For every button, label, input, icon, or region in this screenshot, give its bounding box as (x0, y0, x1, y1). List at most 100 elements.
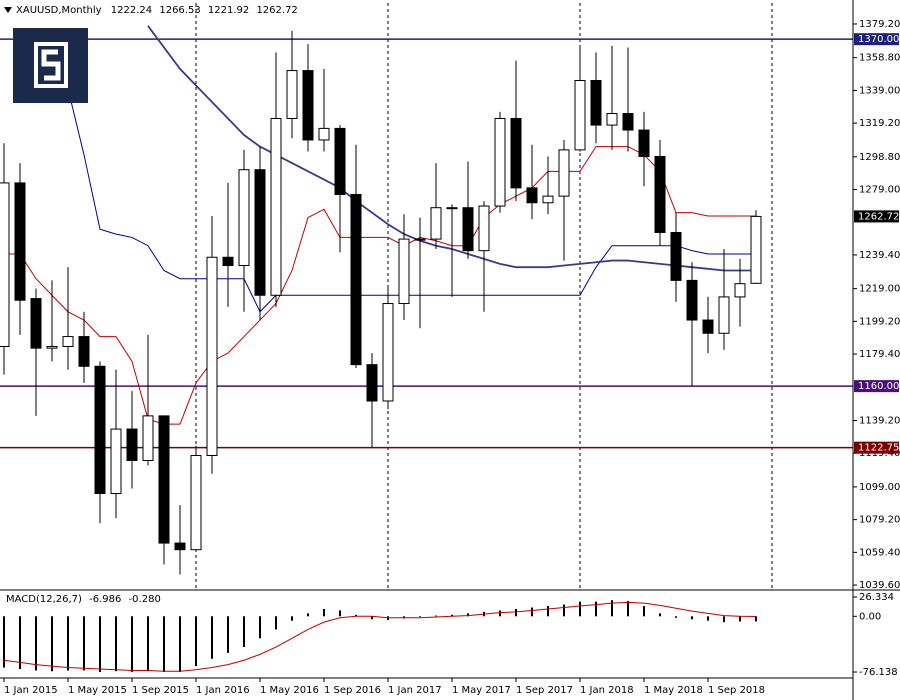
price-label: 1262.72 (858, 211, 899, 222)
macd-window (3, 600, 757, 672)
candle-body (462, 207, 474, 252)
x-tick-label: 1 Jan 2016 (196, 685, 250, 696)
y-tick-label: 26.334 (859, 592, 894, 603)
x-tick-label: 1 May 2017 (452, 685, 511, 696)
x-tick-label: 1 May 2015 (68, 685, 127, 696)
x-tick-label: 1 Sep 2017 (516, 685, 573, 696)
macd-title: MACD(12,26,7) (6, 594, 82, 605)
candle-body (670, 231, 682, 281)
y-tick-label: 1179.40 (859, 349, 900, 360)
candle-body (446, 207, 458, 210)
logo (13, 28, 88, 103)
candle-body (110, 428, 122, 495)
candle-body (542, 195, 554, 204)
candle-body (334, 127, 346, 195)
y-tick-label: 1079.20 (859, 515, 900, 526)
candle-body (174, 542, 186, 551)
x-tick-label: 1 Sep 2016 (324, 685, 381, 696)
candle-body (686, 279, 698, 321)
y-tick-label: 1298.80 (859, 152, 900, 163)
plot (0, 3, 853, 590)
price-box (854, 210, 899, 223)
x-tick-label: 1 Jan 2018 (580, 685, 634, 696)
candle-body (558, 149, 570, 197)
candle-body (590, 79, 602, 126)
indicator-line (4, 146, 756, 425)
candle-body (318, 127, 330, 141)
candle-body (382, 303, 394, 402)
candle-body (574, 79, 586, 151)
level-box (854, 380, 899, 393)
candle-body (350, 193, 362, 366)
macd-header: MACD(12,26,7) -6.986 -0.280 (6, 594, 161, 605)
candle-body (30, 298, 42, 349)
level-box (854, 33, 899, 46)
candle-body (622, 113, 634, 131)
candle-body (62, 336, 74, 347)
candle-body (302, 70, 314, 141)
candle-body (638, 129, 650, 157)
x-tick-label: 1 Sep 2015 (132, 685, 189, 696)
candle-body (430, 207, 442, 240)
y-tick-label: 1139.20 (859, 415, 900, 426)
macd-last: -6.986 (89, 594, 121, 605)
header-arrow (4, 7, 12, 13)
candle-body (702, 319, 714, 334)
candle-body (606, 113, 618, 126)
candle-body (478, 205, 490, 252)
level-label: 1122.75 (858, 443, 899, 454)
y-tick-label: 1379.20 (859, 19, 900, 30)
candle-body (366, 364, 378, 402)
candle-body (222, 256, 234, 267)
candle-body (14, 182, 26, 301)
candle-body (510, 117, 522, 189)
candle-body (78, 336, 90, 367)
candle-body (206, 256, 218, 457)
main-window (0, 3, 853, 590)
candle-body (286, 70, 298, 119)
x-tick-label: 1 May 2018 (644, 685, 703, 696)
candle-body (238, 169, 250, 267)
candle-body (0, 182, 10, 347)
indicator-line (67, 88, 756, 313)
candle-body (142, 415, 154, 461)
candle-body (126, 428, 138, 461)
candle-body (398, 238, 410, 305)
y-tick-label: 1099.00 (859, 482, 900, 493)
y-tick-label: 0.00 (859, 611, 881, 622)
symbol-title: XAUUSD,Monthly (16, 5, 102, 16)
candle-body (158, 415, 170, 544)
candle-body (190, 455, 202, 551)
logo-s (41, 49, 61, 81)
signal-line (3, 601, 757, 672)
y-tick-label: 1358.80 (859, 53, 900, 64)
y-tick-label: 1319.20 (859, 118, 900, 129)
candle-body (654, 155, 666, 233)
y-tick-label: 1339.00 (859, 85, 900, 96)
candle-body (734, 283, 746, 298)
candle-body (270, 117, 282, 296)
last-open: 1222.24 (111, 5, 152, 16)
candle-body (494, 117, 506, 207)
x-tick-label: 1 Sep 2018 (708, 685, 765, 696)
candle-body (414, 238, 426, 241)
logo-frame (34, 42, 68, 88)
candle-body (718, 296, 730, 334)
candle-body (750, 215, 762, 284)
candle-body (46, 345, 58, 349)
candle-body (254, 169, 266, 296)
last-low: 1221.92 (208, 5, 249, 16)
y-tick-label: 1239.40 (859, 250, 900, 261)
x-tick-label: 1 Jan 2017 (388, 685, 442, 696)
last-high: 1266.53 (159, 5, 200, 16)
level-box (854, 441, 899, 454)
candle-body (526, 187, 538, 204)
header: XAUUSD,Monthly 1222.24 1266.53 1221.92 1… (16, 5, 298, 16)
x-tick-label: 1 Jan 2015 (4, 685, 58, 696)
level-label: 1160.00 (858, 381, 899, 392)
y-tick-label: -76.138 (859, 667, 898, 678)
y-tick-label: 1199.20 (859, 316, 900, 327)
